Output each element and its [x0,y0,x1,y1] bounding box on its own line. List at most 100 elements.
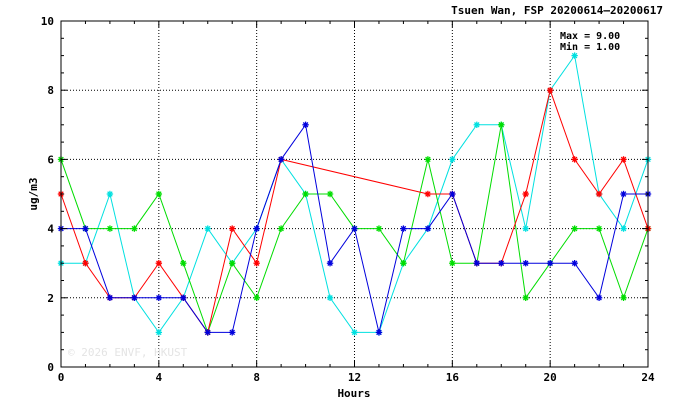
marker-stroke [522,225,529,232]
min-annotation: Min = 1.00 [560,41,620,53]
watermark: © 2026 ENVF, HKUST [68,346,188,359]
marker-stroke [620,156,627,163]
data-point [449,260,456,267]
y-tick-label: 0 [47,361,54,374]
marker-stroke [400,260,407,266]
data-point [131,225,138,232]
data-point [106,225,114,232]
x-tick-label: 12 [348,371,361,384]
marker-stroke [571,52,578,59]
data-point [522,190,529,198]
y-tick-label: 10 [41,15,54,28]
data-point [229,329,236,336]
data-point [571,156,578,163]
series-group [57,52,652,336]
x-tick-label: 24 [641,371,655,384]
marker-stroke [82,225,89,232]
data-point [351,225,358,232]
data-point [620,190,627,198]
marker-stroke [425,156,431,163]
marker-stroke [204,329,211,336]
y-tick-label: 8 [47,84,54,97]
data-point [522,260,529,267]
marker-stroke [351,329,358,336]
data-point [106,190,114,198]
data-point [522,294,529,301]
data-point [277,156,285,163]
data-point [571,225,578,232]
marker-stroke [474,260,480,266]
data-point [302,121,309,128]
data-point [302,190,309,198]
marker-stroke [302,191,309,197]
marker-stroke [571,260,578,266]
marker-stroke [522,295,529,301]
x-axis-title: Hours [337,387,370,400]
marker-stroke [156,260,162,266]
data-point [155,190,163,198]
data-point [326,190,334,198]
data-point [155,260,163,267]
marker-stroke [376,329,382,336]
x-tick-label: 20 [544,371,557,384]
marker-stroke [229,260,235,266]
data-point [546,87,554,94]
data-point [155,294,163,301]
marker-stroke [425,225,431,232]
data-point [595,225,603,232]
data-point [204,225,211,232]
marker-stroke [351,225,358,232]
marker-stroke [107,295,113,301]
data-point [326,294,334,301]
marker-stroke [156,191,162,197]
data-point [424,156,432,163]
y-axis-title: ug/m3 [27,177,40,210]
data-point [620,225,627,232]
marker-stroke [498,260,505,266]
marker-stroke [229,225,235,232]
marker-stroke [156,329,162,336]
marker-stroke [327,295,333,301]
marker-stroke [180,295,187,301]
marker-stroke [400,225,407,232]
y-tick-label: 4 [47,223,54,236]
data-point [424,225,432,232]
data-point [375,225,383,232]
marker-stroke [131,225,138,232]
marker-stroke [229,329,235,336]
marker-stroke [253,225,260,232]
data-point [253,225,260,232]
data-point [546,260,554,267]
marker-stroke [449,191,456,197]
y-tick-label: 6 [47,153,54,166]
marker-stroke [449,260,456,266]
marker-stroke [253,295,260,301]
marker-stroke [204,225,211,232]
data-point [180,260,187,267]
data-point [204,329,211,336]
marker-stroke [131,295,138,301]
grid-lines [61,21,648,367]
data-point [106,294,114,301]
chart-title: Tsuen Wan, FSP 20200614—20200617 [451,4,663,17]
marker-stroke [327,260,333,266]
data-point [449,156,456,163]
series-line [61,54,649,334]
data-point [595,294,603,301]
marker-stroke [327,191,333,197]
data-point [82,260,89,267]
marker-stroke [547,87,553,93]
data-point [400,225,407,232]
marker-stroke [425,191,431,197]
marker-stroke [107,225,113,232]
data-point [82,225,89,232]
marker-stroke [180,260,187,266]
x-tick-label: 4 [156,371,163,384]
data-point [498,260,505,267]
data-point [351,329,358,336]
marker-stroke [253,260,260,266]
data-point [595,190,603,198]
y-tick-label: 2 [47,292,54,305]
data-point [473,260,480,267]
data-point [253,294,260,301]
